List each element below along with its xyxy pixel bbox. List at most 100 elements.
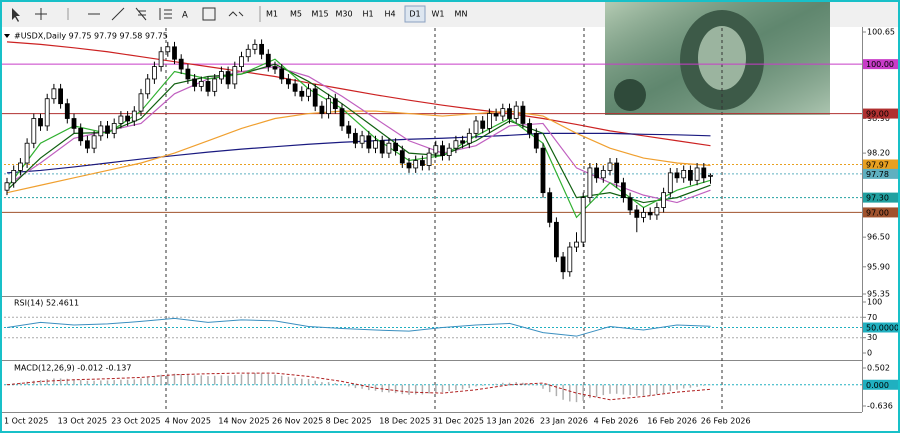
price-level-label: 99.00: [866, 110, 889, 119]
candle-body: [379, 140, 385, 154]
candle-body: [460, 140, 466, 144]
timeframe-button[interactable]: M5: [290, 10, 302, 19]
text-icon[interactable]: A: [182, 11, 188, 21]
candle-body: [433, 145, 439, 154]
candle-body: [105, 125, 110, 134]
trendline-icon[interactable]: [111, 7, 125, 21]
candle-body: [31, 118, 37, 144]
candle-body: [185, 68, 191, 80]
candle-body: [125, 115, 130, 122]
candle-body: [614, 162, 620, 184]
x-tick-label: 14 Nov 2025: [218, 417, 269, 426]
price-level-box: [863, 168, 898, 179]
candle-body: [299, 90, 305, 97]
timeframe-button[interactable]: M30: [335, 10, 352, 19]
candle-body: [493, 113, 499, 117]
candle-body: [661, 192, 666, 208]
y-tick-label: -0.636: [867, 402, 893, 411]
crosshair-icon[interactable]: [35, 8, 47, 20]
channel-icon[interactable]: [135, 7, 147, 21]
price-level-box: [863, 192, 898, 203]
panel-title: RSI(14) 52.4611: [14, 299, 79, 308]
candle-body: [520, 105, 526, 124]
candle-body: [647, 212, 653, 216]
price-level-box: [863, 108, 898, 119]
candle-body: [151, 66, 157, 80]
x-tick-label: 18 Dec 2025: [379, 417, 430, 426]
arrows-icon[interactable]: [228, 11, 244, 17]
candle-body: [85, 140, 90, 149]
x-tick-label: 1 Oct 2025: [4, 417, 48, 426]
candle-body: [654, 207, 660, 216]
x-tick-label: 31 Dec 2025: [433, 417, 484, 426]
candle-body: [319, 105, 325, 114]
candle-body: [225, 71, 231, 85]
timeframe-button[interactable]: H4: [384, 10, 395, 19]
x-tick-label: 13 Jan 2026: [486, 417, 534, 426]
y-tick-label: 70: [867, 313, 877, 322]
label-icon[interactable]: [202, 7, 216, 21]
price-level-box: [863, 207, 898, 218]
y-tick-label: 95.90: [867, 262, 890, 271]
timeframe-button[interactable]: M15: [311, 10, 328, 19]
candle-body: [198, 81, 204, 87]
price-level-box: [863, 59, 898, 70]
candle-body: [507, 108, 512, 119]
candle-body: [131, 110, 137, 122]
x-tick-label: 8 Dec 2025: [326, 417, 372, 426]
y-tick-label: 0: [867, 349, 872, 358]
timeframe-button[interactable]: MN: [455, 10, 468, 19]
candle-body: [111, 123, 117, 134]
candle-body: [44, 98, 50, 127]
x-tick-label: 13 Oct 2025: [58, 417, 107, 426]
candle-body: [594, 167, 599, 179]
candle-body: [259, 43, 265, 55]
x-tick-label: 4 Nov 2025: [165, 417, 211, 426]
y-tick-label: 0.502: [867, 364, 890, 373]
candle-body: [641, 212, 646, 218]
fibo-icon[interactable]: [159, 8, 172, 20]
candle-body: [346, 125, 352, 134]
macd-signal: [6, 372, 711, 401]
x-tick-label: 26 Nov 2025: [272, 417, 323, 426]
panel-title: #USDX,Daily 97.75 97.79 97.58 97.75: [14, 32, 168, 41]
candle-body: [440, 145, 445, 156]
candle-body: [574, 241, 579, 248]
candle-body: [419, 160, 425, 166]
candle-body: [627, 197, 633, 211]
candle-body: [393, 142, 399, 152]
candle-body: [681, 170, 687, 179]
candle-body: [212, 78, 218, 92]
candle-body: [118, 115, 124, 124]
rsi-line: [6, 317, 711, 337]
candle-body: [145, 78, 151, 95]
candle-body: [292, 83, 298, 92]
candle-body: [373, 140, 378, 149]
candle-body: [285, 78, 291, 85]
timeframe-button[interactable]: D1: [409, 10, 420, 19]
candle-body: [165, 46, 171, 53]
price-level-box: [863, 322, 898, 333]
cursor-icon[interactable]: [12, 8, 20, 22]
candle-body: [567, 246, 573, 273]
timeframe-button[interactable]: H1: [362, 10, 373, 19]
candle-body: [359, 135, 365, 144]
candle-body: [339, 108, 345, 127]
timeframe-button[interactable]: M1: [266, 10, 278, 19]
candle-body: [218, 71, 224, 80]
price-level-label: 100.00: [866, 60, 894, 69]
candle-body: [413, 160, 419, 169]
candle-body: [252, 43, 258, 50]
candle-body: [17, 162, 23, 171]
timeframe-button[interactable]: W1: [432, 10, 445, 19]
candle-body: [580, 197, 586, 243]
moving-average: [6, 65, 711, 204]
price-level-label: 50.0000: [866, 324, 899, 333]
candle-body: [587, 167, 593, 199]
candle-body: [446, 147, 452, 156]
candle-body: [64, 103, 70, 119]
candle-body: [232, 66, 238, 85]
moving-average: [6, 110, 711, 194]
candle-body: [91, 135, 97, 149]
